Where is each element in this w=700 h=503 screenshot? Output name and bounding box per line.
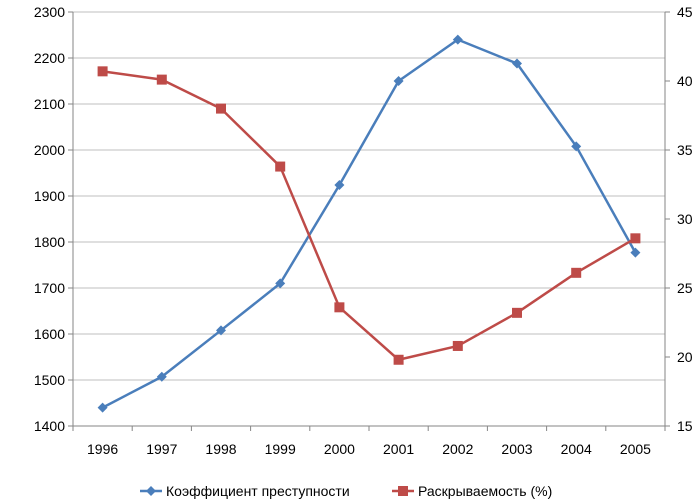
data-point-1 xyxy=(512,58,522,69)
left-axis-tick-label: 2200 xyxy=(34,50,65,66)
data-point-1 xyxy=(216,325,226,336)
x-axis-tick-label: 1998 xyxy=(205,441,236,457)
data-point-1 xyxy=(97,402,108,413)
data-point-2 xyxy=(571,267,582,278)
legend: Коэффициент преступности Раскрываемость (… xyxy=(140,483,552,499)
data-point-2 xyxy=(216,103,226,114)
left-axis-tick-label: 1400 xyxy=(34,418,65,434)
right-axis-tick-label: 35 xyxy=(677,142,693,158)
right-axis-tick-labels: 15 20 25 30 35 40 45 xyxy=(677,4,693,434)
legend-marker-2 xyxy=(398,486,408,496)
data-point-1 xyxy=(275,278,286,289)
legend-label-1: Коэффициент преступности xyxy=(166,483,350,499)
series-layer xyxy=(97,34,641,413)
x-axis-tick-label: 2002 xyxy=(442,441,473,457)
data-point-2 xyxy=(393,354,404,365)
data-point-2 xyxy=(630,233,641,244)
series-line-1 xyxy=(102,38,637,409)
data-point-1 xyxy=(452,34,463,45)
right-axis-tick-label: 40 xyxy=(677,73,693,89)
x-axis-tick-labels: 1996 1997 1998 1999 2000 2001 2002 2003 2004 2005 xyxy=(87,441,651,457)
data-point-1 xyxy=(630,247,641,258)
axes xyxy=(68,11,670,431)
data-point-2 xyxy=(452,340,463,351)
right-axis-tick-label: 15 xyxy=(677,418,693,434)
x-axis-tick-label: 2001 xyxy=(383,441,414,457)
left-axis-tick-labels: 1400 1500 1600 1700 1800 1900 2000 2100 2200 2300 xyxy=(34,4,65,434)
left-axis-tick-label: 1700 xyxy=(34,280,65,296)
right-axis-tick-label: 45 xyxy=(677,4,693,20)
x-axis-tick-label: 1999 xyxy=(265,441,296,457)
right-axis-tick-label: 20 xyxy=(677,349,693,365)
right-axis-tick-label: 30 xyxy=(677,211,693,227)
legend-label-2: Раскрываемость (%) xyxy=(418,483,552,499)
data-point-2 xyxy=(275,161,286,172)
data-point-2 xyxy=(334,302,345,313)
x-axis-tick-label: 2000 xyxy=(324,441,355,457)
left-axis-tick-label: 1800 xyxy=(34,234,65,250)
data-point-1 xyxy=(156,371,167,382)
data-point-1 xyxy=(393,76,404,86)
right-axis-tick-label: 25 xyxy=(677,280,693,296)
left-axis-tick-label: 2100 xyxy=(34,96,65,112)
x-axis-tick-label: 1996 xyxy=(87,441,118,457)
left-axis-tick-label: 2000 xyxy=(34,142,65,158)
left-axis-tick-label: 2300 xyxy=(34,4,65,20)
left-axis-tick-label: 1500 xyxy=(34,372,65,388)
x-axis-tick-label: 1997 xyxy=(146,441,177,457)
x-axis-tick-label: 2005 xyxy=(620,441,651,457)
data-point-1 xyxy=(571,141,582,152)
legend-marker-1 xyxy=(146,486,156,496)
left-axis-tick-label: 1900 xyxy=(34,188,65,204)
x-axis-tick-label: 2003 xyxy=(501,441,532,457)
data-point-2 xyxy=(512,307,522,318)
left-axis-tick-label: 1600 xyxy=(34,326,65,342)
series-line-2 xyxy=(102,70,637,362)
data-point-2 xyxy=(156,74,167,85)
data-point-2 xyxy=(97,66,108,77)
data-point-1 xyxy=(334,179,345,190)
gridlines xyxy=(73,11,665,381)
x-axis-tick-label: 2004 xyxy=(561,441,592,457)
